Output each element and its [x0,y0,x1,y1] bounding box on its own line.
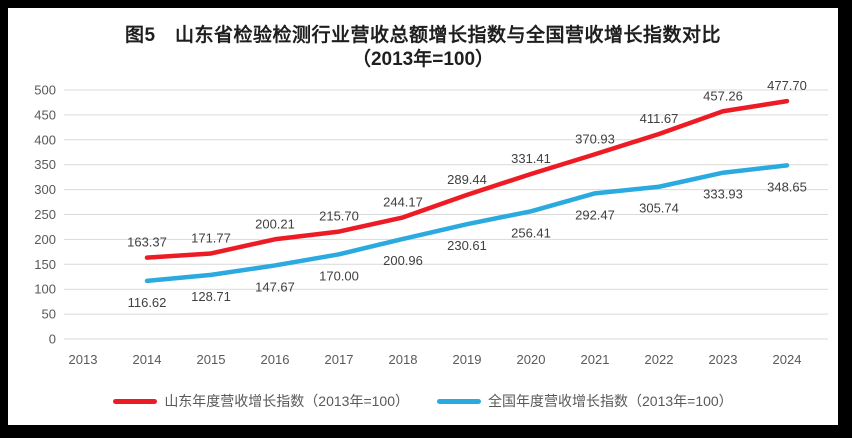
x-axis-tick-label: 2022 [645,352,674,367]
y-axis-tick-label: 250 [34,207,56,222]
data-label: 411.67 [640,111,679,126]
data-label: 170.00 [319,268,359,283]
data-label: 305.74 [639,201,679,216]
x-axis-tick-label: 2014 [133,352,162,367]
x-axis-tick-label: 2023 [709,352,738,367]
y-axis-tick-label: 350 [34,157,56,172]
legend-swatch-national-line [437,398,481,404]
data-label: 116.62 [128,295,167,310]
data-label: 200.21 [255,216,295,231]
data-label: 230.61 [447,238,487,253]
y-axis-tick-label: 0 [49,332,56,347]
x-axis-tick-label: 2016 [261,352,290,367]
legend-swatch-shandong-line [113,398,158,404]
legend-item-shandong: 山东年度营收增长指数（2013年=100） [113,391,409,411]
x-axis-tick-label: 2018 [389,352,418,367]
chart-frame: 图5 山东省检验检测行业营收总额增长指数与全国营收增长指数对比 （2013年=1… [8,8,838,425]
data-label: 171.77 [191,230,231,245]
data-label: 256.41 [511,225,551,240]
data-label: 128.71 [191,289,231,304]
y-axis-tick-label: 450 [34,107,56,122]
chart-title: 图5 山东省检验检测行业营收总额增长指数与全国营收增长指数对比 [124,25,722,46]
x-axis-tick-label: 2017 [325,352,354,367]
data-label: 348.65 [767,179,807,194]
x-axis-tick-label: 2019 [453,352,482,367]
legend: 山东年度营收增长指数（2013年=100） 全国年度营收增长指数（2013年=1… [8,391,838,411]
data-label: 457.26 [703,88,743,103]
series-line-0 [144,98,790,260]
data-label: 289.44 [447,172,487,187]
legend-item-national: 全国年度营收增长指数（2013年=100） [437,391,733,411]
y-axis-tick-label: 300 [34,182,56,197]
data-label: 331.41 [511,151,551,166]
data-label: 215.70 [319,209,359,224]
data-label: 370.93 [575,131,615,146]
legend-label-national: 全国年度营收增长指数（2013年=100） [488,393,733,409]
data-label: 477.70 [767,78,807,93]
data-label: 333.93 [703,187,743,202]
data-label: 200.96 [383,253,423,268]
chart-subtitle: （2013年=100） [351,49,495,70]
x-axis-tick-label: 2020 [517,352,546,367]
y-axis-tick-label: 100 [34,282,56,297]
y-axis-tick-label: 400 [34,132,56,147]
x-axis-tick-label: 2013 [69,352,98,367]
y-axis-tick-label: 150 [34,257,56,272]
data-label: 244.17 [383,194,423,209]
y-axis-tick-label: 500 [34,83,56,98]
data-label: 163.37 [127,235,167,250]
legend-label-shandong: 山东年度营收增长指数（2013年=100） [164,393,409,409]
series-line-1 [144,163,790,284]
x-axis-tick-label: 2024 [773,352,802,367]
line-chart-plot: 0 50 100 150 200 250 300 350 400 450 500 2013 2014 20… [34,78,828,367]
x-axis-tick-label: 2021 [581,352,610,367]
y-axis-tick-label: 200 [34,232,56,247]
data-label: 292.47 [575,207,615,222]
data-label: 147.67 [255,279,295,294]
x-axis-tick-label: 2015 [197,352,226,367]
y-axis-tick-label: 50 [42,307,56,322]
